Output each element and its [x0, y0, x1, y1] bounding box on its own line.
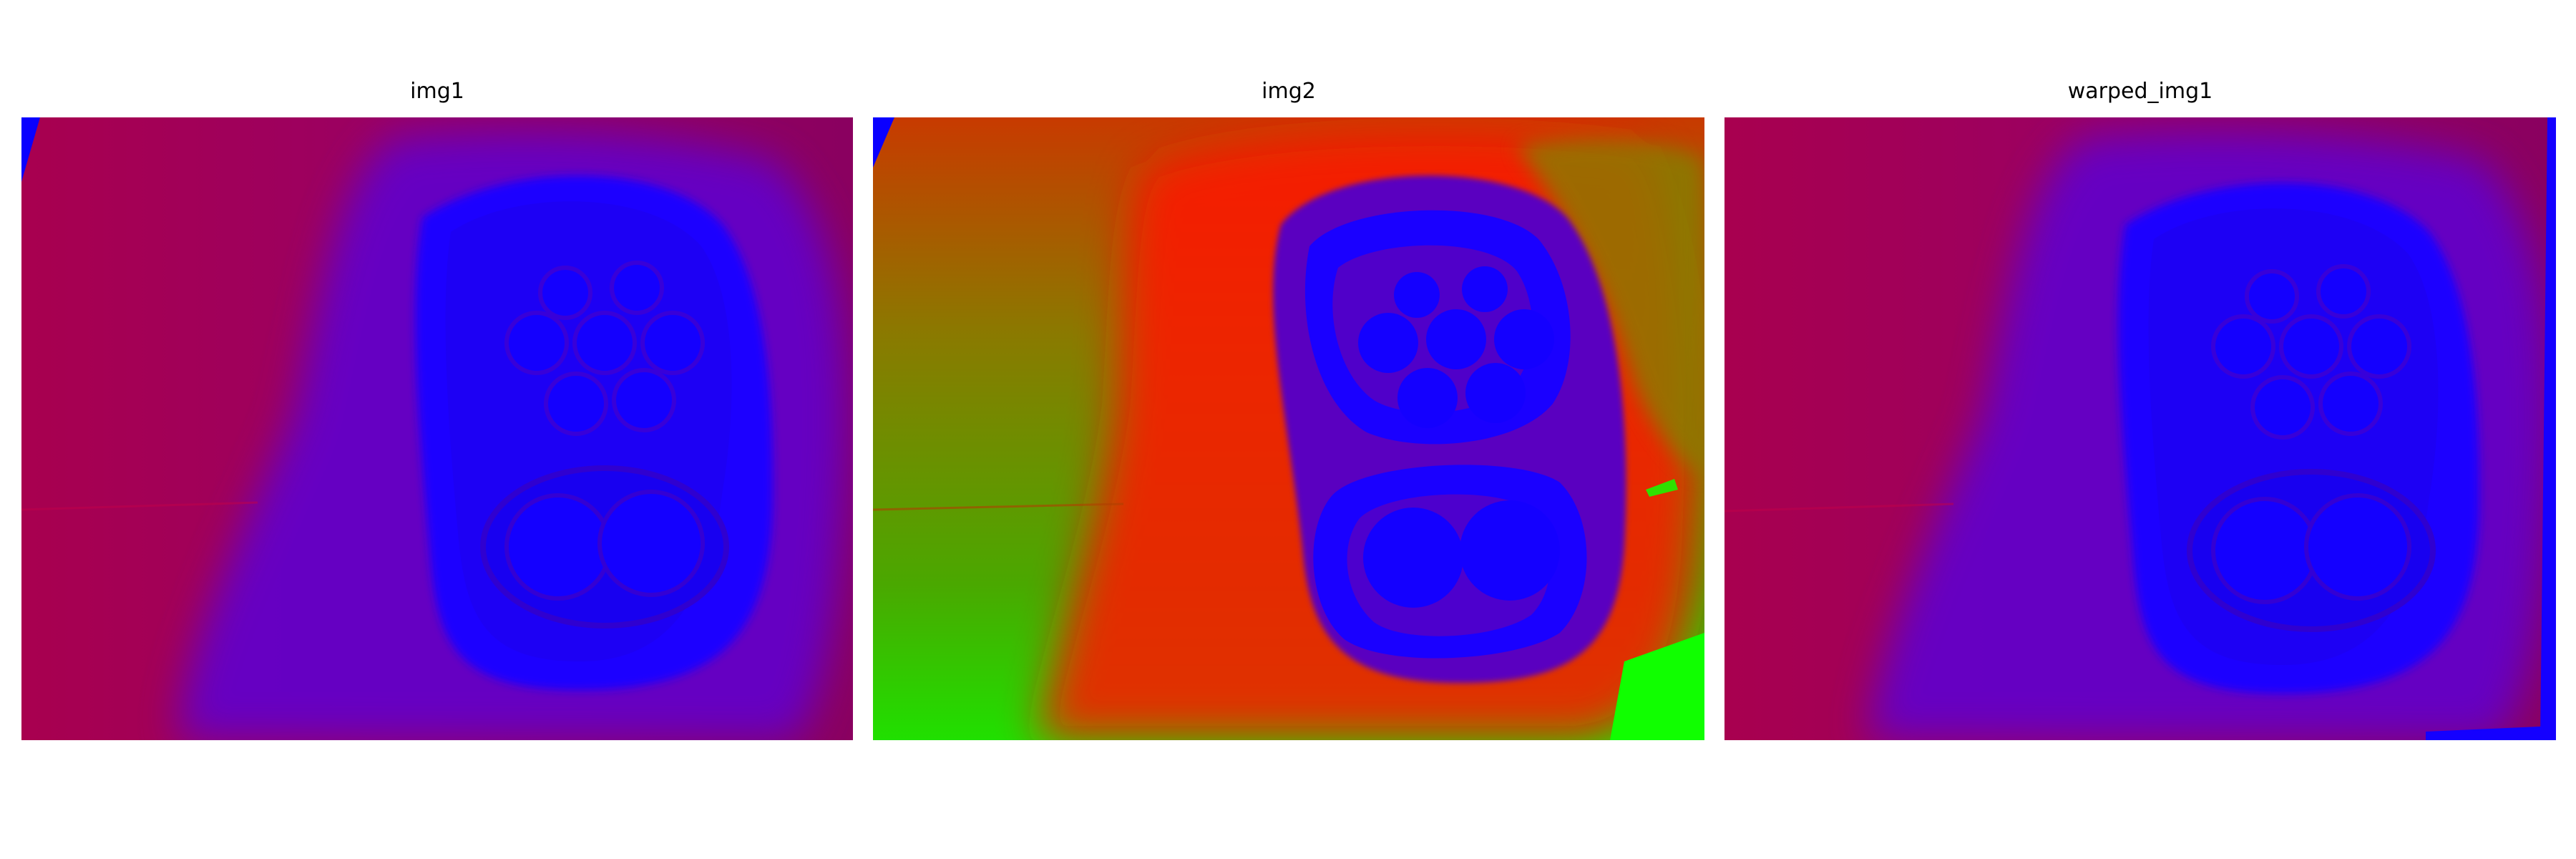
- image-img2: [873, 117, 1704, 740]
- panel-title: img2: [1262, 79, 1316, 104]
- panel-title: img1: [410, 79, 464, 104]
- image-img1: [21, 117, 853, 740]
- panel-title: warped_img1: [2067, 79, 2213, 104]
- image-warped-img1: [1724, 117, 2556, 740]
